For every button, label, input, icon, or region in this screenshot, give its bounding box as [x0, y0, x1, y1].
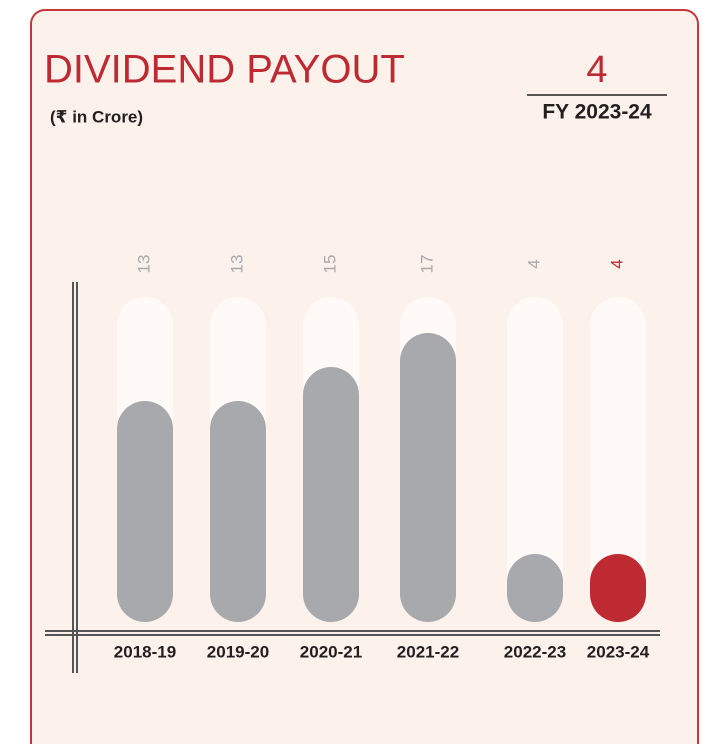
- x-tick-label: 2018-19: [114, 642, 176, 661]
- value-label: 13: [134, 255, 153, 274]
- value-label: 13: [227, 255, 246, 274]
- x-tick-label: 2023-24: [587, 642, 650, 661]
- value-label: 17: [417, 255, 436, 274]
- value-label: 4: [524, 259, 543, 268]
- chart-title: DIVIDEND PAYOUT: [44, 48, 405, 92]
- subtitle: (₹ in Crore): [50, 107, 143, 126]
- bar: [210, 401, 266, 622]
- x-tick-label: 2019-20: [207, 642, 269, 661]
- headline-value: 4: [586, 49, 607, 91]
- x-tick-label: 2021-22: [397, 642, 459, 661]
- bar: [590, 554, 646, 622]
- bar: [507, 554, 563, 622]
- x-tick-label: 2022-23: [504, 642, 566, 661]
- bar: [400, 333, 456, 622]
- value-label: 4: [607, 259, 626, 268]
- x-tick-label: 2020-21: [300, 642, 362, 661]
- bar-track: [590, 297, 646, 622]
- value-label: 15: [320, 255, 339, 274]
- headline-label: FY 2023-24: [542, 101, 652, 124]
- bar-track: [507, 297, 563, 622]
- bar: [117, 401, 173, 622]
- bar: [303, 367, 359, 622]
